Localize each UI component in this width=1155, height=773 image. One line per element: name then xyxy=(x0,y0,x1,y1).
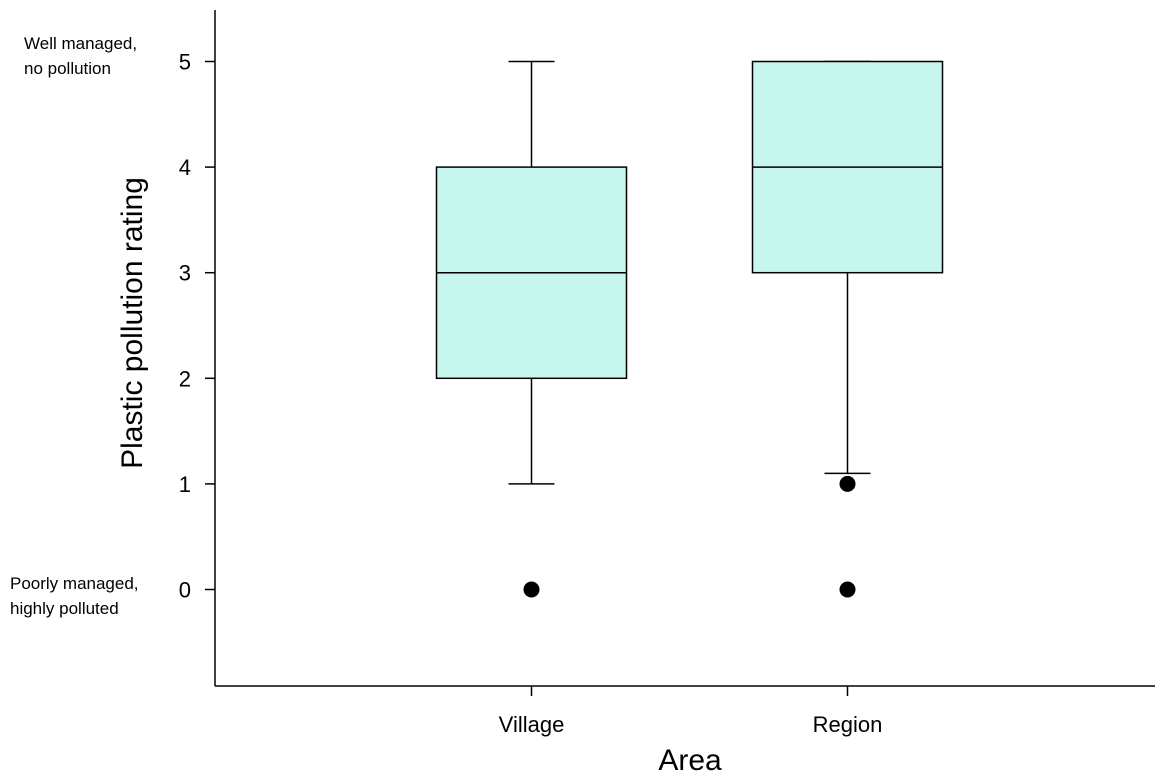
box-village xyxy=(435,60,628,598)
y-axis-title: Plastic pollution rating xyxy=(116,177,149,469)
region-outlier-1 xyxy=(839,475,856,492)
top-annotation-line-2: no pollution xyxy=(24,59,111,78)
x-axis-title: Area xyxy=(658,744,722,773)
y-tick-label-5: 5 xyxy=(179,50,191,75)
y-axis-ticks: 0 1 2 3 4 5 xyxy=(179,50,215,603)
x-tick-label-village: Village xyxy=(499,712,565,737)
box-region xyxy=(751,60,944,598)
y-tick-label-4: 4 xyxy=(179,155,191,180)
x-tick-label-region: Region xyxy=(813,712,883,737)
y-tick-label-0: 0 xyxy=(179,578,191,603)
y-tick-label-2: 2 xyxy=(179,366,191,391)
village-outlier-0 xyxy=(523,581,540,598)
top-annotation-line-1: Well managed, xyxy=(24,34,137,53)
plot-frame xyxy=(214,10,1155,687)
bottom-annotation-line-1: Poorly managed, xyxy=(10,574,139,593)
box-series xyxy=(435,60,944,598)
y-tick-label-3: 3 xyxy=(179,261,191,286)
x-axis-ticks: Village Region xyxy=(499,686,883,737)
region-outlier-0 xyxy=(839,581,856,598)
bottom-annotation-line-2: highly polluted xyxy=(10,599,119,618)
y-tick-label-1: 1 xyxy=(179,472,191,497)
